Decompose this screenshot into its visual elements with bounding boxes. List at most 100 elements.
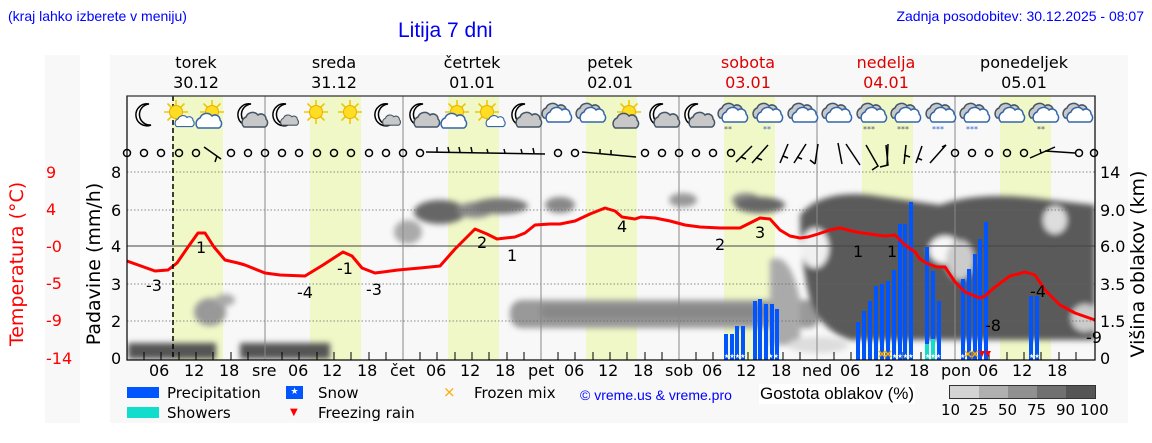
x-tick-label: 12 <box>184 361 205 380</box>
svg-text:-4: -4 <box>297 283 313 302</box>
precipitation-swatch <box>127 387 159 398</box>
svg-text:-8: -8 <box>985 316 1001 335</box>
svg-text:★★★★: ★★★★ <box>724 353 746 360</box>
x-tick-label: 12 <box>460 361 481 380</box>
x-tick-label: pon <box>941 361 972 380</box>
precipitation-bars <box>724 202 1039 360</box>
cloudy-snow-icon: ** <box>1028 102 1060 134</box>
legend-snow: Snow <box>318 384 359 402</box>
showers-swatch <box>127 407 159 418</box>
x-tick-label: 06 <box>840 361 861 380</box>
day-header-2: četrtek 01.01 <box>443 53 501 92</box>
cloud-height-tick: 14 <box>1100 163 1121 182</box>
x-tick-label: 06 <box>978 361 999 380</box>
x-tick-label: 12 <box>736 361 757 380</box>
copyright-link[interactable]: © vreme.us & vreme.pro <box>580 387 732 403</box>
svg-text:2: 2 <box>715 235 725 254</box>
precip-tick: 8 <box>111 163 122 182</box>
cloud-density-tick: 75 <box>1027 401 1047 419</box>
x-tick-label: pet <box>528 361 555 380</box>
legend-precipitation: Precipitation <box>167 384 261 402</box>
showers-bars <box>925 339 935 360</box>
wind-barbs <box>122 142 1099 171</box>
cloud-density-tick: 90 <box>1056 401 1076 419</box>
temp-tick: 9 <box>46 163 57 182</box>
svg-text:2: 2 <box>477 233 487 252</box>
cloudy-snow-icon: ** <box>752 102 784 134</box>
legend-freezing-rain: Freezing rain <box>318 404 415 422</box>
weather-icons: ** ** *** *** *** *** ** <box>135 99 1094 134</box>
x-tick-label: 06 <box>702 361 723 380</box>
location-note: (kraj lahko izberete v meniju) <box>8 8 187 24</box>
cloudy-snow-icon: *** <box>856 102 888 134</box>
svg-text:1: 1 <box>507 246 517 265</box>
sun-clear-icon <box>337 99 363 125</box>
svg-text:***: *** <box>897 125 909 134</box>
cloudy-snow-icon: ** <box>717 102 749 134</box>
svg-text:-9: -9 <box>1086 328 1102 347</box>
x-tick-label: 12 <box>598 361 619 380</box>
day-header-3: petek 02.01 <box>587 53 633 92</box>
temp-tick: 4 <box>46 200 57 219</box>
svg-text:3: 3 <box>755 223 765 242</box>
cloud-density-scale <box>949 385 1096 399</box>
frozen-mix-markers <box>878 350 979 358</box>
cloud-density-tick: 100 <box>1080 401 1109 419</box>
svg-text:★★: ★★ <box>768 353 779 360</box>
x-tick-label: ned <box>802 361 833 380</box>
x-tick-label: 18 <box>633 361 654 380</box>
x-tick-label: 18 <box>909 361 930 380</box>
svg-text:-1: -1 <box>337 259 353 278</box>
temperature-line <box>126 206 1096 322</box>
svg-text:1: 1 <box>887 242 897 261</box>
x-tick-label: 06 <box>426 361 447 380</box>
snow-markers: ★★★★ ★★ ★★★★ ★★★ ★ ★★ <box>724 353 1040 360</box>
cloud-density-tick: 25 <box>969 401 989 419</box>
cloud-height-tick: 3.5 <box>1100 275 1126 294</box>
day-header-4: sobota 03.01 <box>720 53 776 92</box>
page-title: Litija 7 dni <box>398 19 493 42</box>
svg-text:***: *** <box>863 125 875 134</box>
svg-text:1: 1 <box>196 238 206 257</box>
svg-text:★★: ★★ <box>1029 353 1040 360</box>
day-header-0: torek 30.12 <box>173 53 219 92</box>
x-tick-label: 18 <box>771 361 792 380</box>
svg-text:1: 1 <box>853 242 863 261</box>
sun-clear-icon <box>303 99 329 125</box>
x-tick-label: 18 <box>357 361 378 380</box>
x-tick-label: sob <box>665 361 694 380</box>
precip-tick: 3 <box>111 275 122 294</box>
frozen-mix-icon: × <box>443 383 456 401</box>
temp-tick: -0 <box>46 237 62 256</box>
svg-text:★★★: ★★★ <box>925 353 941 360</box>
cloudy-snow-icon: *** <box>959 102 991 134</box>
x-tick-label: 18 <box>219 361 240 380</box>
x-tick-label: 06 <box>149 361 170 380</box>
svg-text:***: *** <box>932 125 944 134</box>
day-header-6: ponedeljek 05.01 <box>980 53 1068 92</box>
cloudy-snow-icon: *** <box>925 102 957 134</box>
svg-text:***: *** <box>966 125 978 134</box>
legend-frozen-mix: Frozen mix <box>474 384 556 402</box>
svg-text:**: ** <box>724 125 732 134</box>
svg-text:**: ** <box>763 125 771 134</box>
temp-tick: -5 <box>46 274 62 293</box>
freezing-rain-markers <box>979 351 991 357</box>
cloudy-snow-icon: *** <box>890 102 922 134</box>
x-tick-label: sre <box>252 361 277 380</box>
snow-icon: ★ <box>286 386 303 399</box>
svg-text:★★★★: ★★★★ <box>892 353 914 360</box>
x-tick-label: 18 <box>495 361 516 380</box>
x-tick-label: 12 <box>322 361 343 380</box>
freezing-rain-icon: ▼ <box>290 407 298 418</box>
x-tick-label: 18 <box>1047 361 1068 380</box>
x-tick-label: 06 <box>288 361 309 380</box>
svg-text:-4: -4 <box>1030 282 1046 301</box>
day-separators <box>264 96 956 360</box>
precip-tick: 0 <box>111 349 122 368</box>
x-tick-label: 06 <box>564 361 585 380</box>
cloud-height-tick: 1.5 <box>1100 312 1126 331</box>
x-tick-label: 12 <box>1012 361 1033 380</box>
legend-showers: Showers <box>167 404 231 422</box>
